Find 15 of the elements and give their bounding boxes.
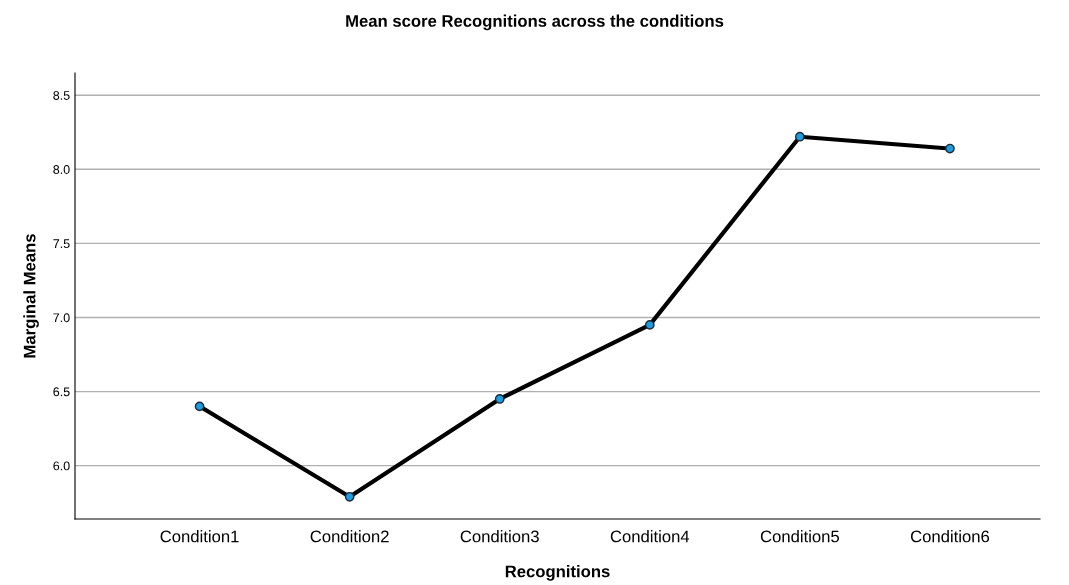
x-tick-label: Condition6 <box>910 530 990 543</box>
x-axis-title: Recognitions <box>505 565 610 581</box>
y-tick-label: 7.5 <box>53 239 70 249</box>
x-tick-label: Condition5 <box>760 530 840 543</box>
x-tick-label: Condition3 <box>460 530 539 543</box>
y-tick-label: 7.0 <box>53 313 70 323</box>
x-tick-label: Condition4 <box>610 530 690 543</box>
chart-title: Mean score Recognitions across the conditions <box>346 14 724 31</box>
x-tick-label: Condition1 <box>160 530 239 543</box>
x-tick-label: Condition2 <box>310 530 389 543</box>
y-tick-label: 6.5 <box>53 387 70 397</box>
y-tick-label: 6.0 <box>53 461 70 471</box>
y-tick-label: 8.0 <box>53 165 70 174</box>
y-axis-title: Marginal Means <box>23 234 39 358</box>
y-tick-label: 8.5 <box>53 91 70 100</box>
